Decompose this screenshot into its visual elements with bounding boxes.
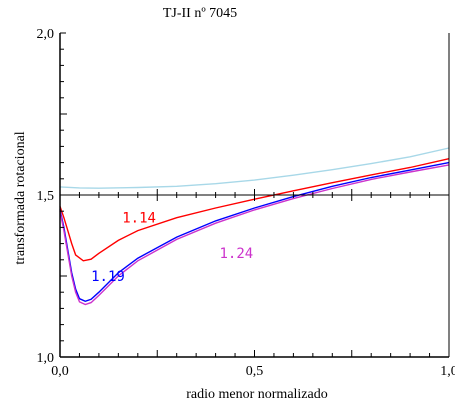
y-tick-label: 1,5 <box>37 189 55 204</box>
x-tick-label: 1,0 <box>440 364 455 379</box>
series-line-1 <box>59 147 450 189</box>
series-line-4 <box>59 164 450 306</box>
series-annotation-label: 1.24 <box>219 246 253 262</box>
series-annotation-label: 1.14 <box>122 211 156 227</box>
series-layer <box>59 147 450 306</box>
x-axis-label: radio menor normalizado <box>186 387 328 402</box>
x-tick-label: 0,5 <box>246 364 264 379</box>
series-line-2 <box>59 158 450 262</box>
y-tick-label: 1,0 <box>37 351 55 366</box>
y-axis-ticks: 1,0 1,5 2,0 <box>37 27 67 366</box>
annotation-layer: 1.14 1.19 1.24 <box>91 211 253 285</box>
y-axis-label: transformada rotacional <box>13 131 28 264</box>
series-annotation-label: 1.19 <box>91 269 125 285</box>
reference-line-ticks <box>78 189 431 201</box>
x-axis-ticks: 0,0 0,5 1,0 <box>51 350 455 379</box>
x-tick-label: 0,0 <box>51 364 69 379</box>
chart-title: TJ-II nº 7045 <box>163 6 237 21</box>
y-tick-label: 2,0 <box>37 27 55 42</box>
